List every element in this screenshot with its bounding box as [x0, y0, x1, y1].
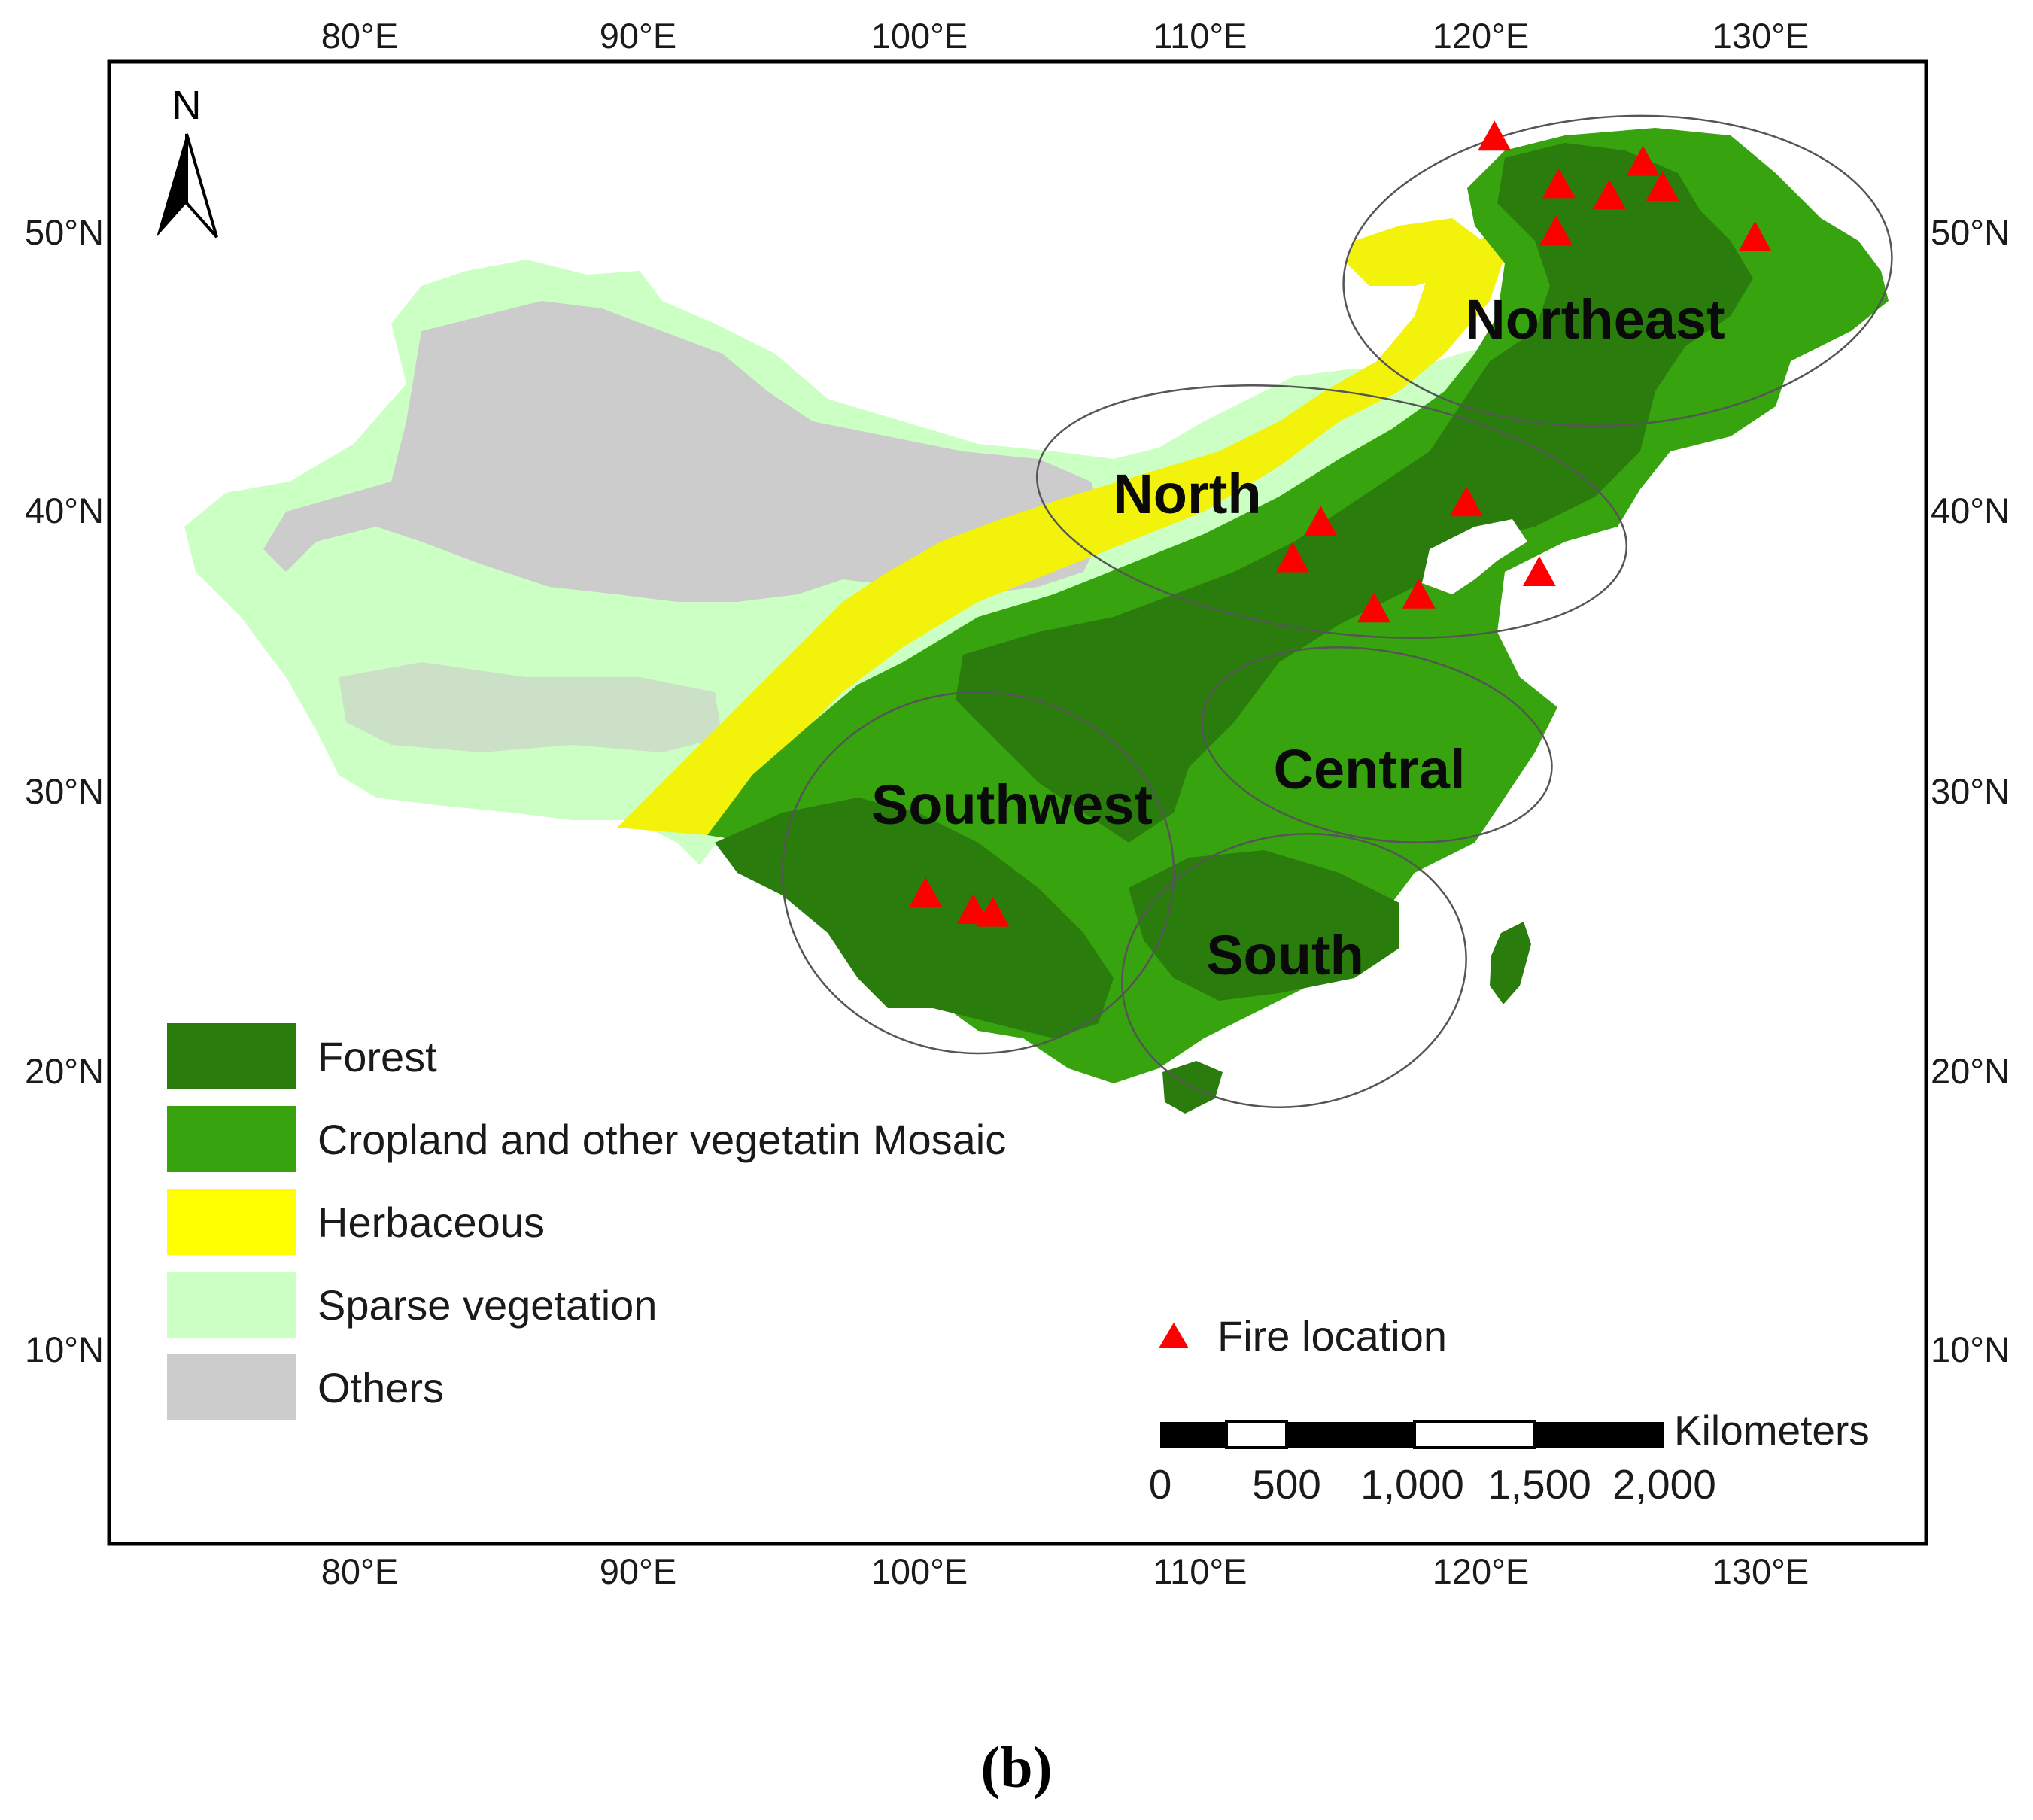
- scale-tick-1000: 1,000: [1360, 1461, 1464, 1508]
- region-label-central: Central: [1274, 738, 1466, 801]
- tick-right-40: 40°N: [1931, 491, 2010, 530]
- taiwan-island: [1490, 922, 1531, 1004]
- scale-bar-segment: [1287, 1422, 1415, 1448]
- tick-bottom-110: 110°E: [1153, 1551, 1247, 1591]
- tick-left-20: 20°N: [25, 1051, 104, 1091]
- right-latitude-ticks: 50°N 40°N 30°N 20°N 10°N: [1931, 212, 2010, 1369]
- legend-swatch-cropland: [167, 1106, 296, 1172]
- tick-left-50: 50°N: [25, 212, 104, 252]
- scale-tick-1500: 1,500: [1488, 1461, 1591, 1508]
- fire-location-marker: [1402, 578, 1436, 609]
- central-outline: [1201, 646, 1553, 843]
- desert-area: [263, 301, 1106, 602]
- tick-right-30: 30°N: [1931, 771, 2010, 811]
- fire-location-marker: [1542, 168, 1576, 199]
- fire-location-marker: [909, 877, 943, 907]
- fire-location-marker: [1449, 486, 1483, 517]
- forest-area: [956, 143, 1753, 843]
- tick-top-100: 100°E: [871, 16, 968, 56]
- bohai-sea: [1422, 519, 1527, 594]
- legend-swatch-sparse-vegetation: [167, 1272, 296, 1338]
- scale-bar-segment: [1413, 1420, 1536, 1449]
- fire-location-marker: [1304, 506, 1338, 536]
- tick-bottom-90: 90°E: [600, 1551, 676, 1591]
- region-label-southwest: Southwest: [871, 773, 1153, 836]
- tick-left-30: 30°N: [25, 771, 104, 811]
- tick-bottom-100: 100°E: [871, 1551, 968, 1591]
- region-label-south: South: [1206, 924, 1364, 986]
- scale-tick-2000: 2,000: [1612, 1461, 1716, 1508]
- fire-location-marker: [1522, 556, 1556, 587]
- fire-location-marker: [1626, 145, 1660, 176]
- fire-location-triangle-icon: [1159, 1323, 1189, 1348]
- herbaceous-northeast: [1347, 218, 1482, 286]
- region-outlines: [781, 114, 1893, 1108]
- fire-location-marker: [1478, 120, 1512, 151]
- tick-bottom-80: 80°E: [321, 1551, 398, 1591]
- northeast-outline: [1342, 114, 1893, 427]
- legend: Forest Cropland and other vegetatin Mosa…: [167, 1023, 1447, 1420]
- legend-swatch-forest: [167, 1023, 296, 1089]
- north-outline: [1035, 384, 1628, 639]
- herbaceous-belt: [617, 233, 1505, 835]
- tick-top-90: 90°E: [600, 16, 676, 56]
- legend-swatch-others: [167, 1354, 296, 1420]
- plateau-others: [339, 662, 722, 752]
- scale-bar-segment: [1225, 1420, 1288, 1449]
- tick-top-110: 110°E: [1153, 16, 1247, 56]
- legend-label-fire-location: Fire location: [1217, 1312, 1447, 1360]
- tick-top-130: 130°E: [1712, 16, 1810, 56]
- tick-right-20: 20°N: [1931, 1051, 2010, 1091]
- scale-tick-500: 500: [1252, 1461, 1321, 1508]
- tick-left-10: 10°N: [25, 1329, 104, 1369]
- south-outline: [1121, 833, 1467, 1108]
- fire-location-marker: [1357, 592, 1391, 623]
- legend-label-others: Others: [318, 1364, 444, 1411]
- tick-top-80: 80°E: [321, 16, 398, 56]
- scale-bar-segment: [1535, 1422, 1664, 1448]
- figure-caption: (b): [980, 1734, 1052, 1800]
- region-label-northeast: Northeast: [1465, 288, 1725, 351]
- fire-markers: [909, 120, 1772, 927]
- fire-location-marker: [1592, 179, 1626, 210]
- top-longitude-ticks: 80°E 90°E 100°E 110°E 120°E 130°E: [321, 16, 1810, 56]
- south-forest: [1129, 850, 1399, 1001]
- fire-location-marker: [1539, 215, 1573, 246]
- tick-right-10: 10°N: [1931, 1329, 2010, 1369]
- scale-bar-unit: Kilometers: [1674, 1407, 1870, 1454]
- legend-label-sparse-vegetation: Sparse vegetation: [318, 1281, 657, 1329]
- fire-location-marker: [1646, 171, 1679, 202]
- fire-location-marker: [1738, 220, 1772, 251]
- fire-location-marker: [956, 893, 990, 924]
- tick-bottom-120: 120°E: [1433, 1551, 1530, 1591]
- tick-top-120: 120°E: [1433, 16, 1530, 56]
- scale-bar: Kilometers 0 500 1,000 1,500 2,000: [1149, 1407, 1870, 1508]
- legend-swatch-herbaceous: [167, 1189, 296, 1255]
- tick-bottom-130: 130°E: [1712, 1551, 1810, 1591]
- fire-location-marker: [976, 896, 1010, 927]
- tick-left-40: 40°N: [25, 491, 104, 530]
- region-label-north: North: [1113, 463, 1261, 525]
- legend-label-forest: Forest: [318, 1033, 437, 1080]
- left-latitude-ticks: 50°N 40°N 30°N 20°N 10°N: [25, 212, 104, 1369]
- southwest-outline: [781, 691, 1175, 1055]
- bottom-longitude-ticks: 80°E 90°E 100°E 110°E 120°E 130°E: [321, 1551, 1810, 1591]
- southwest-forest: [715, 798, 1114, 1038]
- scale-tick-0: 0: [1149, 1461, 1172, 1508]
- scale-bar-segment: [1160, 1422, 1226, 1448]
- fire-location-marker: [1276, 542, 1310, 573]
- land-cover: [184, 128, 1889, 1114]
- legend-label-cropland: Cropland and other vegetatin Mosaic: [318, 1116, 1006, 1163]
- legend-label-herbaceous: Herbaceous: [318, 1199, 545, 1246]
- north-arrow-label: N: [172, 83, 202, 128]
- north-arrow-icon: N: [157, 83, 218, 239]
- tick-right-50: 50°N: [1931, 212, 2010, 252]
